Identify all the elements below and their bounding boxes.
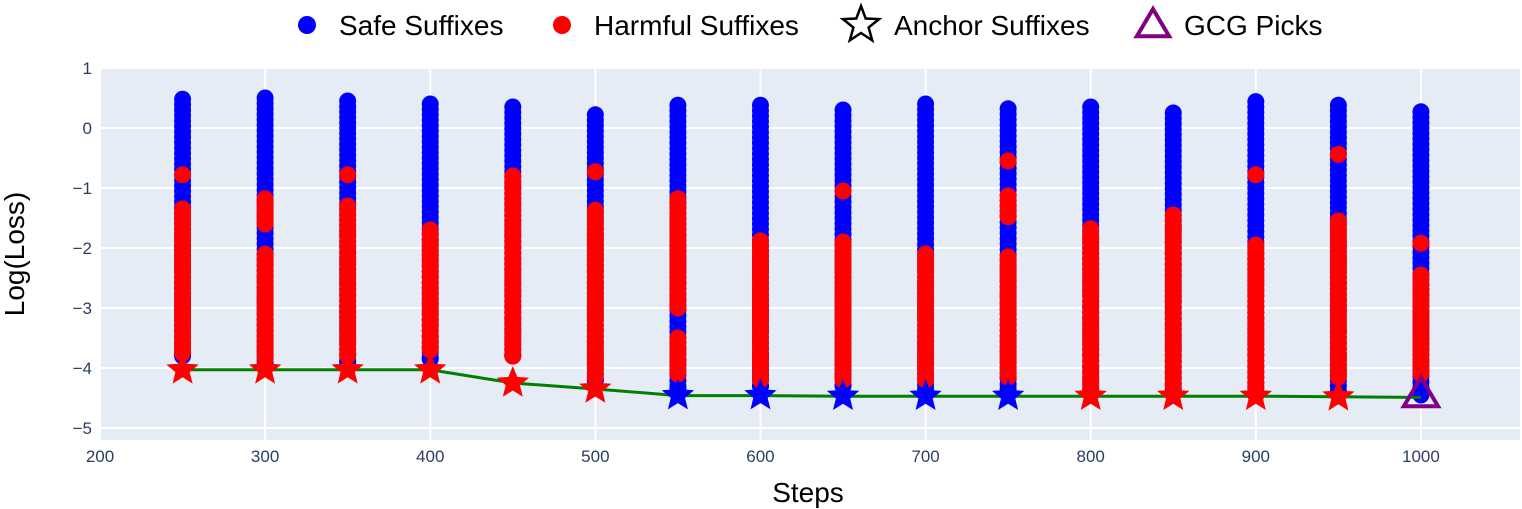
legend-marker-circle: [553, 16, 571, 34]
anchor-star: [166, 352, 199, 384]
anchor-star: [992, 379, 1025, 410]
harmful-point: [339, 166, 357, 184]
y-tick-label: 1: [83, 59, 92, 78]
anchor-star: [331, 352, 364, 384]
harmful-point: [174, 340, 192, 358]
anchor-star: [1074, 379, 1107, 410]
x-tick-label: 500: [581, 447, 609, 466]
harmful-point: [999, 206, 1017, 224]
harmful-point: [1412, 234, 1430, 252]
x-tick-label: 700: [911, 447, 939, 466]
legend-marker-star: [839, 2, 883, 44]
anchor-star: [248, 352, 282, 384]
plot-background: [100, 68, 1520, 440]
harmful-point: [1329, 145, 1347, 163]
anchor-star: [1322, 379, 1355, 411]
harmful-suffix-points: [174, 145, 1430, 398]
legend: Safe Suffixes Harmful Suffixes Anchor Suff…: [298, 2, 1322, 44]
harmful-point: [751, 369, 769, 387]
anchor-star: [744, 378, 777, 410]
x-tick-label: 300: [251, 447, 279, 466]
anchor-star: [909, 379, 942, 410]
harmful-point: [421, 339, 439, 357]
harmful-point: [999, 152, 1017, 170]
legend-marker-circle: [298, 16, 316, 34]
gcg-pick-markers: [1400, 373, 1442, 409]
y-tick-label: −5: [73, 419, 92, 438]
anchor-line: [182, 368, 1421, 399]
anchor-trend-line: [182, 368, 1421, 399]
harmful-point: [917, 369, 935, 387]
harmful-point: [1247, 166, 1265, 184]
harmful-point: [1329, 364, 1347, 382]
anchor-star: [1157, 379, 1190, 410]
harmful-point: [834, 369, 852, 387]
anchor-star: [826, 379, 860, 410]
legend-label: Harmful Suffixes: [594, 10, 799, 41]
x-tick-label: 600: [746, 447, 774, 466]
anchor-star: [661, 378, 695, 410]
x-tick-label: 900: [1242, 447, 1270, 466]
anchor-star: [579, 372, 612, 403]
legend-marker-triangle: [1133, 5, 1173, 39]
anchor-star: [1239, 379, 1272, 410]
harmful-point: [834, 182, 852, 200]
anchor-star: [496, 366, 529, 397]
y-tick-label: −3: [73, 299, 92, 318]
anchor-suffix-markers: [166, 352, 1355, 411]
harmful-point: [669, 363, 687, 381]
y-tick-label: 0: [83, 119, 92, 138]
harmful-point: [174, 166, 192, 184]
safe-point: [1412, 386, 1430, 404]
y-tick-label: −1: [73, 179, 92, 198]
harmful-point: [504, 345, 522, 363]
x-tick-label: 1000: [1402, 447, 1440, 466]
anchor-star: [414, 352, 447, 384]
legend-label: Anchor Suffixes: [894, 10, 1090, 41]
gcg-pick-triangle: [1400, 373, 1442, 409]
legend-label: GCG Picks: [1184, 10, 1322, 41]
axis-ticks: 200 300 400 500 600 700 800 900 1000 1 0 −1 −2 −3 −4 −5: [73, 59, 1440, 466]
y-tick-label: −2: [73, 239, 92, 258]
harmful-point: [586, 163, 604, 181]
x-tick-label: 400: [416, 447, 444, 466]
x-axis-title: Steps: [772, 477, 844, 508]
y-axis-title: Log(Loss): [0, 192, 30, 317]
x-tick-label: 200: [86, 447, 114, 466]
x-tick-label: 800: [1077, 447, 1105, 466]
harmful-point: [999, 367, 1017, 385]
harmful-point: [256, 211, 274, 229]
harmful-point: [669, 297, 687, 315]
harmful-point: [1412, 363, 1430, 381]
legend-label: Safe Suffixes: [339, 10, 503, 41]
y-tick-label: −4: [73, 359, 92, 378]
